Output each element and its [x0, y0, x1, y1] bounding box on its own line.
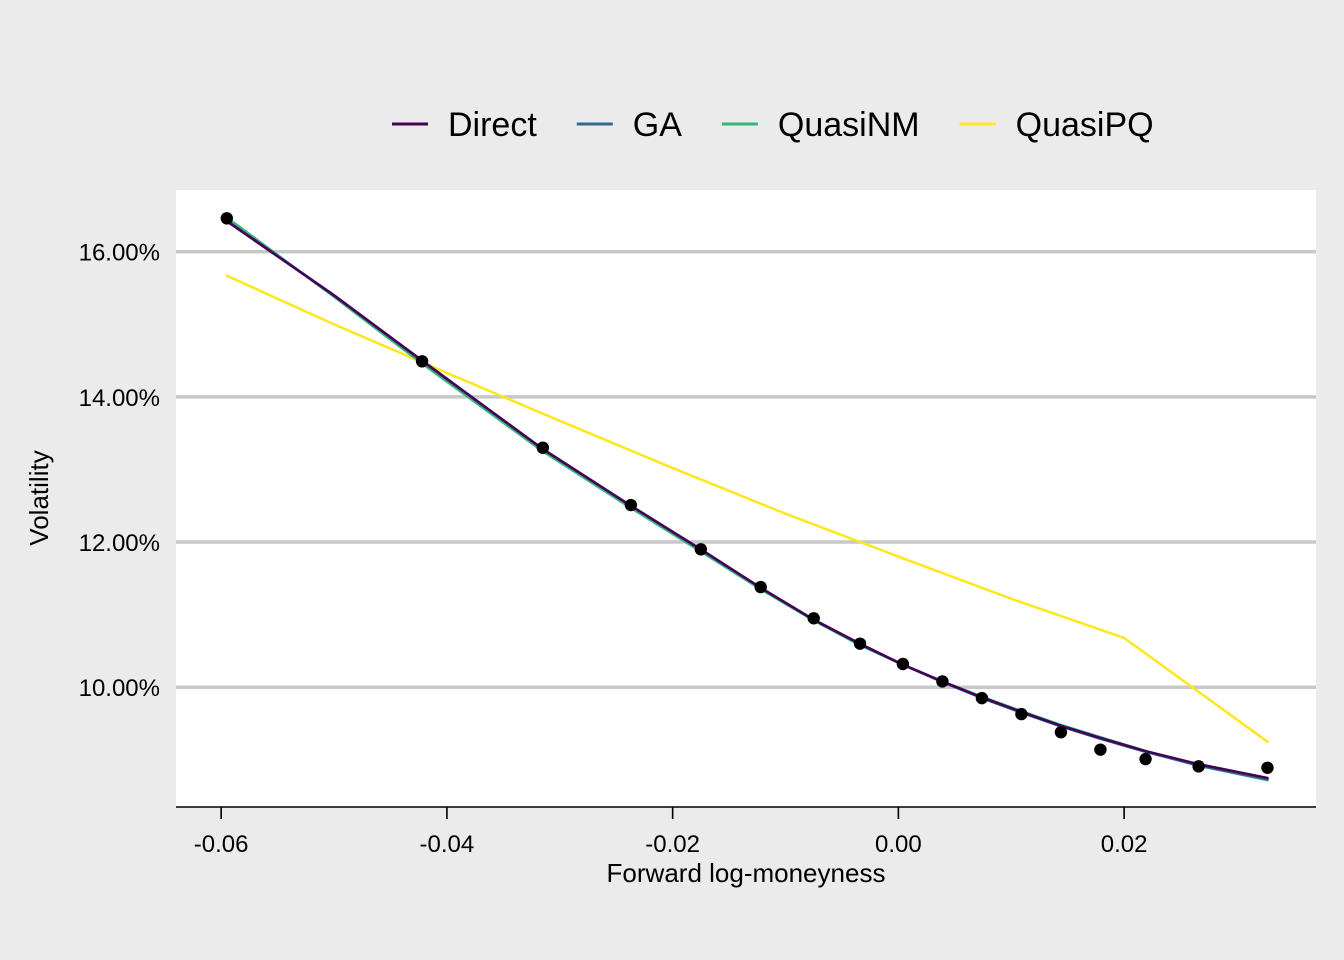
data-points [220, 212, 1274, 775]
data-point [1261, 761, 1274, 775]
legend-item-quasipq: QuasiPQ [959, 106, 1154, 144]
data-point [624, 498, 638, 512]
x-axis-title: Forward log-moneyness [607, 858, 886, 888]
data-point [1192, 760, 1205, 773]
data-point [1139, 752, 1152, 766]
data-point [415, 355, 429, 368]
legend-item-quasinm: QuasiNM [721, 106, 920, 144]
y-axis-title: Volatility [24, 450, 54, 545]
data-point [853, 637, 867, 650]
data-point [807, 612, 820, 625]
y-tick-label: 16.00% [79, 240, 160, 267]
series-line-direct [225, 219, 1269, 780]
series-lines [225, 216, 1269, 782]
x-tick-label: 0.00 [875, 831, 922, 858]
legend-label: Direct [448, 106, 537, 144]
x-axis-ticks: -0.06 -0.04 -0.02 0.00 0.02 [194, 807, 1148, 858]
legend-label: GA [633, 106, 682, 144]
y-tick-label: 12.00% [79, 530, 160, 557]
y-tick-label: 10.00% [79, 675, 160, 702]
x-tick-label: -0.04 [420, 831, 475, 858]
x-tick-label: 0.02 [1101, 831, 1148, 858]
legend-label: QuasiPQ [1016, 106, 1154, 144]
gridlines [176, 249, 1316, 689]
data-point [975, 691, 989, 705]
series-line-quasipq [225, 274, 1269, 744]
data-point [220, 212, 233, 225]
data-point [754, 580, 767, 594]
x-tick-label: -0.02 [645, 831, 700, 858]
y-tick-label: 14.00% [79, 385, 160, 412]
data-point [1094, 743, 1107, 756]
data-point [1015, 707, 1028, 721]
data-point [536, 441, 550, 454]
data-point [694, 543, 708, 556]
legend-item-direct: Direct [392, 106, 537, 144]
legend-item-ga: GA [576, 106, 682, 144]
legend-label: QuasiNM [778, 106, 920, 144]
data-point [896, 657, 910, 671]
y-axis-ticks: 10.00% 12.00% 14.00% 16.00% [79, 240, 160, 703]
data-point [1054, 726, 1068, 739]
data-point [936, 675, 949, 688]
legend: Direct GA QuasiNM QuasiPQ [392, 106, 1154, 144]
x-tick-label: -0.06 [194, 831, 249, 858]
